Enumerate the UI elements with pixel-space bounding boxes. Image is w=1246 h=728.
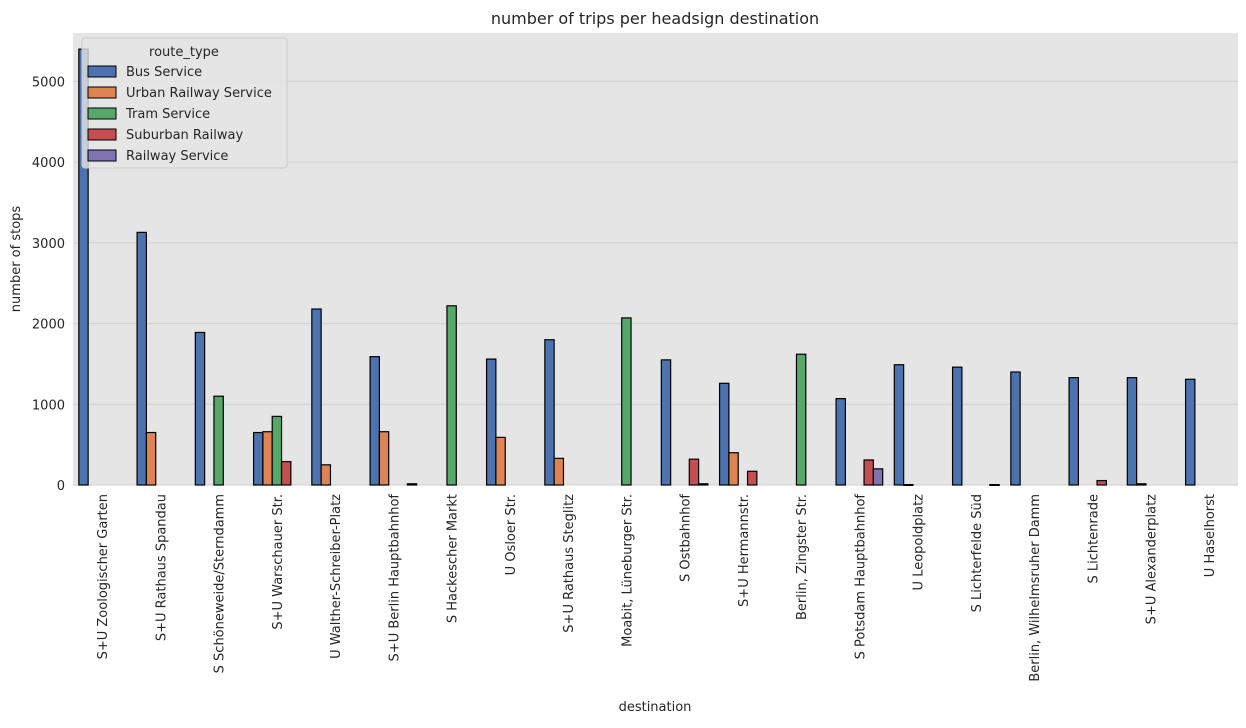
- bar-bus-service: [1126, 377, 1138, 486]
- x-axis-label: destination: [619, 700, 692, 715]
- bar-bus-service: [136, 231, 147, 486]
- bar-bus-service: [951, 366, 963, 486]
- legend: route_type Bus Service Urban Railway Serv…: [81, 37, 288, 169]
- bar-tram-service: [213, 395, 224, 486]
- legend-box: [81, 37, 288, 169]
- x-tick-label: S+U Warschauer Str.: [271, 494, 286, 630]
- legend-entry: Suburban Railway: [126, 128, 243, 143]
- bar-bus-service: [194, 331, 206, 486]
- legend-entry: Urban Railway Service: [126, 86, 272, 101]
- x-tick-label: U Leopoldplatz: [912, 494, 927, 591]
- y-tick-label: 3000: [32, 237, 65, 252]
- x-tick-label: S Hackescher Markt: [446, 494, 461, 623]
- bar-railway-service: [698, 483, 709, 486]
- legend-entry: Bus Service: [126, 65, 202, 80]
- x-tick-label: S+U Rathaus Spandau: [154, 494, 169, 641]
- bar-urban-railway-service: [320, 464, 332, 486]
- x-tick-label: Berlin, Wilhelmsruher Damm: [1028, 494, 1043, 682]
- x-tick-label: U Walther-Schreiber-Platz: [329, 494, 344, 659]
- x-tick-label: S Lichtenrade: [1086, 494, 1101, 584]
- y-tick-label: 1000: [32, 398, 65, 413]
- bar-urban-railway-service: [262, 431, 273, 486]
- bar-suburban-railway: [1096, 479, 1107, 486]
- bar-railway-service: [406, 483, 418, 486]
- x-tick-label: U Osloer Str.: [504, 494, 519, 575]
- bar-railway-service: [872, 468, 884, 486]
- bar-urban-railway-service: [495, 436, 506, 486]
- bar-tram-service: [795, 353, 807, 486]
- x-tick-label: S+U Berlin Hauptbahnhof: [387, 494, 402, 662]
- x-tick-label: S Potsdam Hauptbahnhof: [853, 494, 868, 660]
- bar-suburban-railway: [688, 458, 700, 486]
- y-tick-label: 4000: [32, 156, 65, 171]
- x-tick-label: S+U Zoologischer Garten: [96, 494, 111, 659]
- bar-urban-railway-service: [728, 452, 739, 486]
- legend-swatch: [87, 65, 117, 78]
- legend-swatch: [87, 107, 117, 120]
- bar-bus-service: [893, 364, 905, 486]
- bar-bus-service: [252, 431, 264, 486]
- bar-bus-service: [544, 339, 555, 486]
- bar-bus-service: [1184, 378, 1196, 486]
- bar-suburban-railway: [280, 460, 292, 486]
- bar-bus-service: [369, 356, 380, 486]
- bar-tram-service: [621, 317, 632, 486]
- x-axis-ticks: S+U Zoologischer Garten S+U Rathaus Spand…: [96, 494, 1218, 682]
- bar-urban-railway-service: [1136, 483, 1147, 486]
- x-tick-label: S+U Rathaus Steglitz: [562, 494, 577, 633]
- bar-tram-service: [271, 415, 283, 486]
- bar-urban-railway-service: [145, 431, 157, 486]
- legend-entry: Tram Service: [125, 107, 210, 122]
- y-tick-label: 0: [57, 479, 65, 494]
- bar-suburban-railway: [863, 459, 874, 486]
- bar-tram-service: [446, 305, 457, 486]
- bar-bus-service: [660, 359, 672, 486]
- bar-urban-railway-service: [378, 431, 390, 486]
- x-tick-label: U Haselhorst: [1203, 494, 1218, 577]
- bar-bus-service: [1068, 377, 1079, 486]
- y-tick-label: 2000: [32, 318, 65, 333]
- bar-bus-service: [835, 398, 846, 486]
- x-tick-label: S+U Hermannstr.: [737, 494, 752, 607]
- y-tick-label: 5000: [32, 75, 65, 90]
- x-tick-label: S Lichterfelde Süd: [970, 494, 985, 612]
- x-tick-label: S Ostbahnhof: [679, 494, 694, 582]
- y-axis-ticks: 0 1000 2000 3000 4000 5000: [32, 75, 65, 494]
- x-tick-label: Moabit, Lüneburger Str.: [620, 494, 635, 647]
- bar-suburban-railway: [746, 470, 758, 486]
- legend-title: route_type: [149, 45, 219, 60]
- legend-swatch: [87, 128, 117, 141]
- bar-bus-service: [718, 382, 730, 486]
- x-tick-label: S Schöneweide/Sterndamm: [213, 494, 228, 673]
- chart-title: number of trips per headsign destination: [491, 9, 819, 28]
- x-tick-label: Berlin, Zingster Str.: [795, 494, 810, 620]
- legend-swatch: [87, 86, 117, 99]
- bars: [78, 48, 1196, 486]
- y-axis-label: number of stops: [9, 206, 24, 313]
- bar-railway-service: [989, 483, 1000, 486]
- bar-urban-railway-service: [553, 457, 565, 486]
- x-tick-label: S+U Alexanderplatz: [1145, 494, 1160, 624]
- bar-bus-service: [1010, 371, 1021, 486]
- legend-entry: Railway Service: [126, 149, 228, 164]
- bar-urban-railway-service: [903, 483, 914, 486]
- bar-bus-service: [485, 358, 497, 486]
- bar-bus-service: [311, 308, 322, 486]
- legend-swatch: [87, 149, 117, 162]
